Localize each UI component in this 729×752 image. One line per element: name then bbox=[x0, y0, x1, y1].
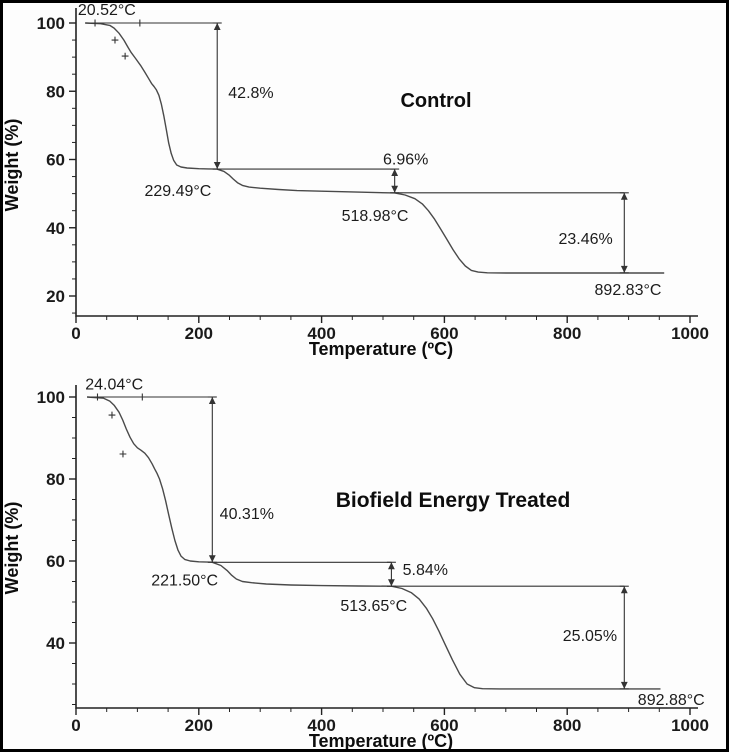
y-tick-label: 80 bbox=[46, 470, 65, 489]
arrowhead-up bbox=[208, 397, 216, 404]
x-axis-label: Temperature (ºC) bbox=[309, 339, 453, 359]
arrowhead-down bbox=[391, 185, 399, 193]
x-tick-label: 0 bbox=[71, 324, 80, 343]
arrowhead-down bbox=[208, 555, 216, 563]
tga-chart-biofield: 0 200 400 600 800 1000 40 60 80 100 Temperature (º… bbox=[3, 377, 709, 749]
y-tick-label: 20 bbox=[46, 287, 65, 306]
annotation-label: 24.04°C bbox=[85, 377, 143, 394]
y-tick-label: 40 bbox=[46, 219, 65, 238]
curve-cross-marker bbox=[119, 450, 127, 458]
x-tick-label: 600 bbox=[430, 716, 458, 735]
curve-cross-marker bbox=[111, 36, 119, 44]
arrowhead-down bbox=[388, 579, 395, 587]
y-axis-label: Weight (%) bbox=[3, 502, 22, 595]
annotation-label: 25.05% bbox=[563, 628, 617, 645]
y-tick-label: 60 bbox=[46, 552, 65, 571]
arrowhead-down bbox=[620, 265, 628, 273]
arrowhead-up bbox=[213, 23, 221, 30]
x-tick-label: 800 bbox=[553, 324, 581, 343]
x-tick-label: 400 bbox=[307, 716, 335, 735]
arrowhead-down bbox=[620, 681, 628, 689]
tga-curve bbox=[87, 396, 661, 690]
y-tick-label: 80 bbox=[46, 82, 65, 101]
y-tick-label: 100 bbox=[37, 14, 65, 33]
annotation-label: 892.83°C bbox=[595, 282, 662, 299]
x-axis-label: Temperature (ºC) bbox=[309, 731, 453, 749]
arrowhead-up bbox=[388, 562, 395, 570]
annotation-label: 513.65°C bbox=[340, 598, 407, 615]
curve-cross-marker bbox=[121, 52, 129, 60]
x-tick-label: 400 bbox=[307, 324, 335, 343]
annotation-label: 42.8% bbox=[228, 85, 273, 102]
arrowhead-up bbox=[391, 169, 399, 177]
annotation-label: 229.49°C bbox=[144, 183, 211, 200]
tga-chart-control: 0 200 400 600 800 1000 20 40 60 80 100 Temperature … bbox=[3, 3, 709, 359]
x-tick-label: 800 bbox=[553, 716, 581, 735]
panel-title: Biofield Energy Treated bbox=[336, 489, 571, 512]
annotation-label: 892.88°C bbox=[638, 692, 705, 709]
x-tick-label: 600 bbox=[430, 324, 458, 343]
arrowhead-up bbox=[620, 192, 628, 200]
x-tick-label: 0 bbox=[71, 716, 80, 735]
y-tick-label: 100 bbox=[37, 388, 65, 407]
panel-title: Control bbox=[400, 90, 471, 112]
axes bbox=[75, 385, 698, 709]
y-axis-label: Weight (%) bbox=[3, 119, 22, 212]
annotation-label: 518.98°C bbox=[342, 208, 409, 225]
annotation-label: 5.84% bbox=[403, 562, 448, 579]
curve-cross-marker bbox=[108, 411, 116, 419]
arrowhead-up bbox=[620, 586, 628, 594]
tga-curve bbox=[85, 22, 665, 274]
x-tick-label: 200 bbox=[185, 716, 213, 735]
x-tick-label: 1000 bbox=[671, 716, 709, 735]
annotation-label: 20.52°C bbox=[78, 3, 136, 19]
arrowhead-down bbox=[213, 162, 221, 170]
tga-thermogram-figure: 0 200 400 600 800 100020406080100Temperature … bbox=[3, 3, 709, 749]
x-tick-label: 200 bbox=[185, 324, 213, 343]
annotation-label: 23.46% bbox=[558, 231, 612, 248]
annotation-label: 40.31% bbox=[220, 506, 274, 523]
y-tick-label: 40 bbox=[46, 634, 65, 653]
annotation-label: 221.50°C bbox=[151, 573, 218, 590]
x-tick-label: 1000 bbox=[671, 324, 709, 343]
y-tick-label: 60 bbox=[46, 151, 65, 170]
annotation-label: 6.96% bbox=[383, 151, 428, 168]
